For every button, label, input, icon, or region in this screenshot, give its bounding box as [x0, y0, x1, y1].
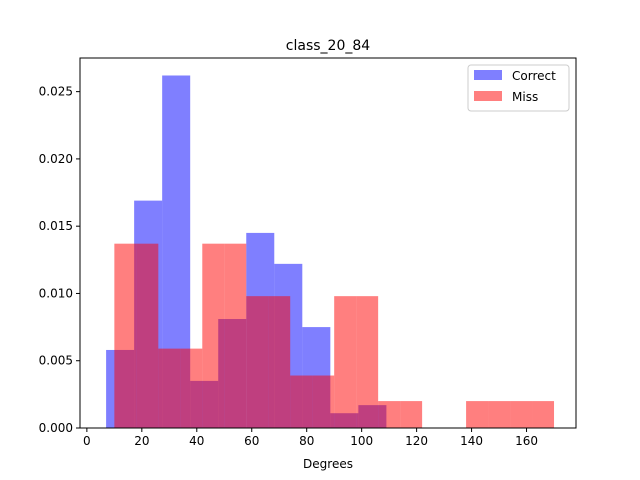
legend-swatch-miss	[474, 91, 502, 101]
histogram-bar-miss-11	[356, 296, 379, 428]
x-axis-label: Degrees	[303, 457, 353, 471]
y-tick-label: 0.000	[39, 421, 73, 435]
histogram-bar-miss-4	[202, 243, 225, 428]
histogram-bar-miss-18	[510, 401, 533, 428]
y-tick-label: 0.020	[39, 152, 73, 166]
histogram-bar-miss-1	[136, 243, 159, 428]
histogram-bar-miss-13	[400, 401, 423, 428]
histogram-bar-miss-16	[466, 401, 489, 428]
y-tick-label: 0.025	[39, 85, 73, 99]
histogram-bar-miss-7	[268, 296, 291, 428]
x-tick-label: 140	[460, 434, 483, 448]
legend-swatch-correct	[474, 70, 502, 80]
legend: Correct Miss	[467, 64, 570, 112]
y-axis: 0.000 0.005 0.010 0.015 0.020 0.025	[39, 85, 80, 435]
x-tick-label: 160	[515, 434, 538, 448]
histogram-bar-miss-17	[488, 401, 511, 428]
histogram-bar-miss-0	[114, 243, 137, 428]
x-tick-label: 80	[299, 434, 314, 448]
legend-label-miss: Miss	[512, 90, 538, 104]
y-tick-label: 0.005	[39, 354, 73, 368]
x-tick-label: 60	[244, 434, 259, 448]
x-tick-label: 100	[350, 434, 373, 448]
x-tick-label: 20	[134, 434, 149, 448]
x-axis: 0 20 40 60 80 100 120 140 160	[83, 428, 538, 448]
histogram-bar-miss-2	[158, 348, 181, 428]
x-tick-label: 40	[189, 434, 204, 448]
bars-layer	[106, 75, 555, 428]
histogram-bar-miss-12	[378, 401, 401, 428]
legend-label-correct: Correct	[512, 69, 556, 83]
y-tick-label: 0.015	[39, 219, 73, 233]
y-tick-label: 0.010	[39, 286, 73, 300]
histogram-bar-miss-8	[290, 375, 313, 428]
x-tick-label: 0	[83, 434, 91, 448]
histogram-bar-miss-19	[532, 401, 555, 428]
plot-frame	[79, 57, 577, 429]
histogram-bar-miss-6	[246, 296, 269, 428]
histogram-bar-miss-9	[312, 375, 335, 428]
histogram-bar-miss-5	[224, 243, 247, 428]
chart-title: class_20_84	[286, 38, 370, 54]
x-tick-label: 120	[405, 434, 428, 448]
histogram-bar-miss-3	[180, 348, 203, 428]
histogram-bar-miss-10	[334, 296, 357, 428]
